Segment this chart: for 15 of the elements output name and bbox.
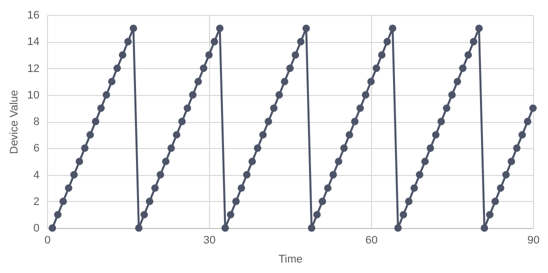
y-tick-label: 0 bbox=[33, 222, 40, 234]
y-tick-label: 8 bbox=[33, 116, 40, 128]
y-tick-label: 2 bbox=[33, 196, 40, 208]
y-axis-title: Device Value bbox=[8, 90, 20, 154]
x-axis-title: Time bbox=[278, 254, 303, 266]
y-tick-label: 10 bbox=[27, 89, 40, 102]
y-tick-label: 6 bbox=[33, 142, 40, 155]
y-tick-label: 16 bbox=[27, 10, 40, 22]
x-tick-label: 90 bbox=[527, 234, 540, 246]
y-tick-label: 12 bbox=[27, 62, 40, 75]
y-tick-label: 14 bbox=[27, 36, 40, 48]
x-tick-label: 0 bbox=[44, 234, 51, 246]
y-tick-label: 4 bbox=[33, 169, 40, 182]
x-tick-label: 30 bbox=[203, 234, 216, 246]
x-tick-label: 60 bbox=[365, 234, 378, 246]
